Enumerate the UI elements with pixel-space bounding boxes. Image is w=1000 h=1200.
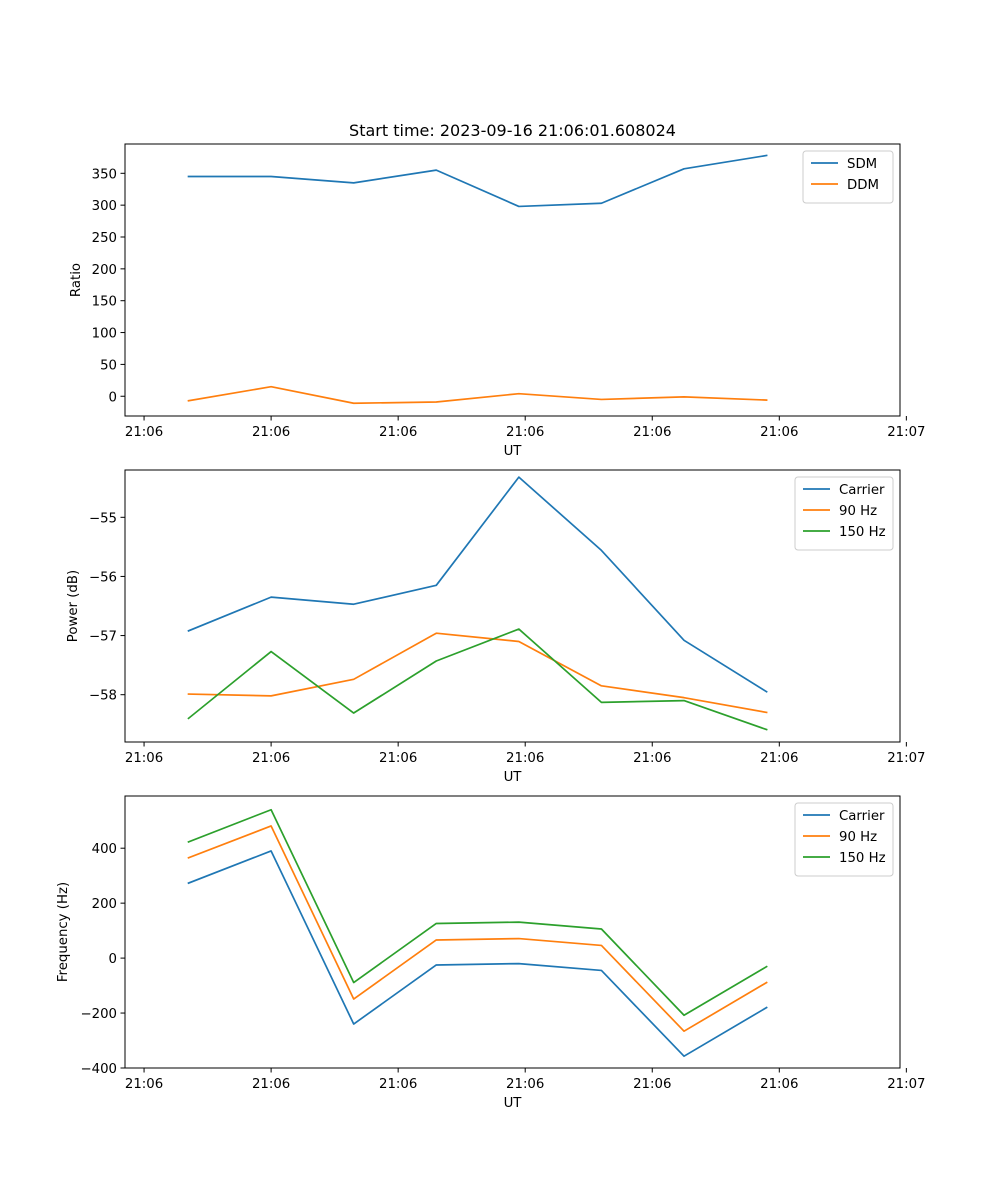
plot-frame <box>124 143 901 417</box>
plot-frame <box>124 469 901 743</box>
x-tick-label: 21:06 <box>252 751 290 766</box>
x-tick-label: 21:06 <box>633 751 671 766</box>
legend-label: 150 Hz <box>839 525 886 540</box>
plot-frame <box>124 795 901 1069</box>
y-tick-label: 300 <box>92 199 117 214</box>
series-line-ddm <box>187 385 768 405</box>
x-tick-label: 21:06 <box>379 1077 417 1092</box>
y-tick-label: 350 <box>92 167 117 182</box>
y-tick-label: 400 <box>92 842 117 857</box>
x-tick-label: 21:06 <box>633 425 671 440</box>
y-tick-label: 200 <box>92 263 117 278</box>
legend-label: 150 Hz <box>839 851 886 866</box>
x-tick-label: 21:06 <box>379 751 417 766</box>
y-tick-label: −400 <box>80 1062 117 1077</box>
subplot-panels: 21:06 21:06 21:06 21:06 21:06 21:06 21:07 0 50 10… <box>56 143 926 1111</box>
legend-label: Carrier <box>839 483 885 498</box>
legend-label: SDM <box>847 157 877 172</box>
y-axis-label: Ratio <box>69 263 84 297</box>
chart-panel-2: 21:06 21:06 21:06 21:06 21:06 21:06 21:07 −58 −5… <box>66 469 926 785</box>
legend-label: Carrier <box>839 809 885 824</box>
series-line-90-hz <box>187 825 768 1033</box>
x-tick-label: 21:06 <box>125 425 163 440</box>
y-tick-label: 0 <box>109 952 117 967</box>
y-axis-label: Power (dB) <box>66 570 81 642</box>
x-tick-label: 21:06 <box>125 1077 163 1092</box>
legend-box <box>802 150 894 204</box>
legend-label: 90 Hz <box>839 830 877 845</box>
series-line-150-hz <box>187 628 768 731</box>
x-tick-label: 21:07 <box>887 425 925 440</box>
y-tick-label: 200 <box>92 897 117 912</box>
x-tick-label: 21:06 <box>760 425 798 440</box>
y-tick-label: −56 <box>89 570 117 585</box>
x-tick-label: 21:06 <box>506 1077 544 1092</box>
chart-panel-1: 21:06 21:06 21:06 21:06 21:06 21:06 21:07 0 50 10… <box>69 143 926 459</box>
series-line-90-hz <box>187 632 768 714</box>
x-tick-label: 21:06 <box>252 425 290 440</box>
x-axis-label: UT <box>504 444 523 459</box>
legend-label: 90 Hz <box>839 504 877 519</box>
y-tick-label: 50 <box>100 358 117 373</box>
y-tick-label: −58 <box>89 689 117 704</box>
x-tick-label: 21:06 <box>506 425 544 440</box>
x-tick-label: 21:06 <box>760 751 798 766</box>
series-line-150-hz <box>187 808 768 1017</box>
x-tick-label: 21:07 <box>887 1077 925 1092</box>
y-tick-label: −55 <box>89 511 117 526</box>
x-tick-label: 21:06 <box>633 1077 671 1092</box>
series-line-carrier <box>187 850 768 1058</box>
x-tick-label: 21:06 <box>379 425 417 440</box>
x-tick-label: 21:06 <box>506 751 544 766</box>
x-tick-label: 21:06 <box>252 1077 290 1092</box>
legend: Carrier 90 Hz 150 Hz <box>794 476 894 551</box>
y-axis-label: Frequency (Hz) <box>56 882 71 982</box>
y-tick-label: −57 <box>89 630 117 645</box>
series-line-sdm <box>187 154 768 208</box>
x-axis-label: UT <box>504 1096 523 1111</box>
x-axis-label: UT <box>504 770 523 785</box>
legend: SDM DDM <box>802 150 894 204</box>
series-line-carrier <box>187 476 768 693</box>
chart-panel-3: 21:06 21:06 21:06 21:06 21:06 21:06 21:07 −400 −… <box>56 795 926 1111</box>
x-tick-label: 21:06 <box>125 751 163 766</box>
y-tick-label: −200 <box>80 1007 117 1022</box>
y-tick-label: 0 <box>109 390 117 405</box>
y-tick-label: 100 <box>92 327 117 342</box>
legend: Carrier 90 Hz 150 Hz <box>794 802 894 877</box>
x-tick-label: 21:06 <box>760 1077 798 1092</box>
y-tick-label: 150 <box>92 295 117 310</box>
figure-title: Start time: 2023-09-16 21:06:01.608024 <box>349 121 676 140</box>
x-tick-label: 21:07 <box>887 751 925 766</box>
y-tick-label: 250 <box>92 231 117 246</box>
legend-label: DDM <box>847 178 879 193</box>
